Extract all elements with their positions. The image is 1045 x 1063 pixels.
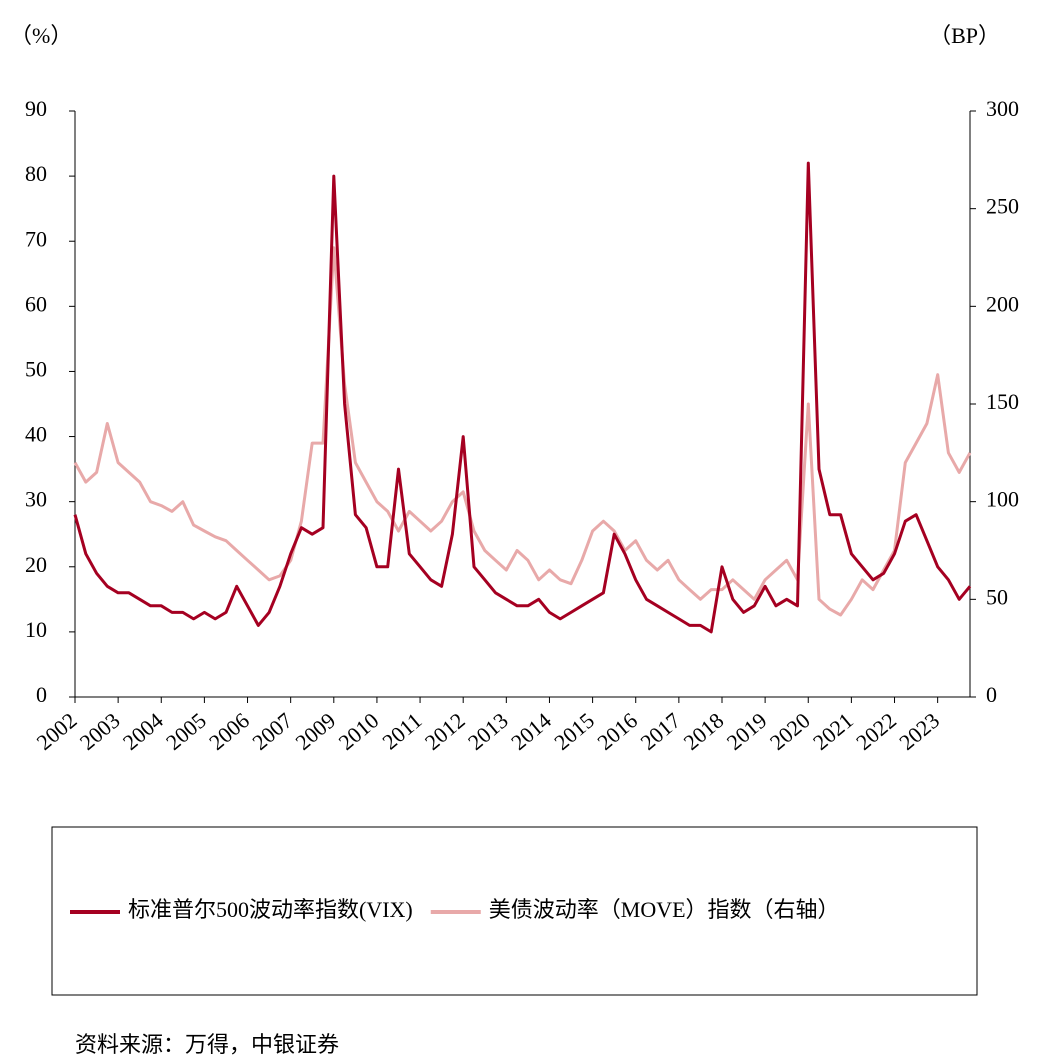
y2-tick-label: 200 (986, 291, 1019, 316)
x-tick-label: 2018 (679, 708, 729, 755)
y2-tick-label: 50 (986, 584, 1008, 609)
y-tick-label: 50 (25, 356, 47, 381)
legend-box (51, 826, 978, 996)
x-tick-label: 2004 (118, 708, 168, 755)
x-tick-label: 2021 (808, 708, 858, 755)
x-tick-label: 2003 (75, 708, 125, 755)
y-tick-label: 0 (36, 682, 47, 707)
x-tick-label: 2016 (592, 708, 642, 755)
y-tick-label: 30 (25, 487, 47, 512)
x-tick-label: 2011 (377, 708, 426, 755)
x-tick-label: 2014 (506, 708, 556, 755)
y2-tick-label: 100 (986, 487, 1019, 512)
y2-tick-label: 250 (986, 194, 1019, 219)
x-tick-label: 2007 (247, 708, 297, 755)
y-tick-label: 40 (25, 422, 47, 447)
x-tick-label: 2022 (851, 708, 901, 755)
y-unit: （%） (10, 23, 72, 48)
source-note: 资料来源：万得，中银证券 (75, 1032, 339, 1057)
y-tick-label: 90 (25, 96, 47, 121)
x-tick-label: 2019 (722, 708, 772, 755)
x-tick-label: 2005 (161, 708, 211, 755)
series-line (73, 161, 972, 634)
legend-label: 标准普尔500波动率指数(VIX) (128, 897, 413, 922)
y-tick-label: 60 (25, 291, 47, 316)
y2-tick-label: 300 (986, 96, 1019, 121)
y2-tick-label: 150 (986, 389, 1019, 414)
series-line (73, 246, 972, 617)
x-tick-label: 2002 (32, 708, 82, 755)
x-tick-label: 2012 (420, 708, 470, 755)
y-tick-label: 70 (25, 226, 47, 251)
x-tick-label: 2020 (765, 708, 815, 755)
x-tick-label: 2006 (204, 708, 254, 755)
y2-tick-label: 0 (986, 682, 997, 707)
legend-label: 美债波动率（MOVE）指数（右轴） (489, 897, 840, 922)
y2-unit: （BP） (929, 23, 1000, 48)
x-tick-label: 2013 (463, 708, 513, 755)
x-tick-label: 2010 (334, 708, 384, 755)
y-tick-label: 80 (25, 161, 47, 186)
x-tick-label: 2023 (894, 708, 944, 755)
y-tick-label: 20 (25, 552, 47, 577)
y-tick-label: 10 (25, 617, 47, 642)
x-tick-label: 2017 (636, 708, 686, 755)
x-tick-label: 2015 (549, 708, 599, 755)
x-tick-label: 2009 (290, 708, 340, 755)
